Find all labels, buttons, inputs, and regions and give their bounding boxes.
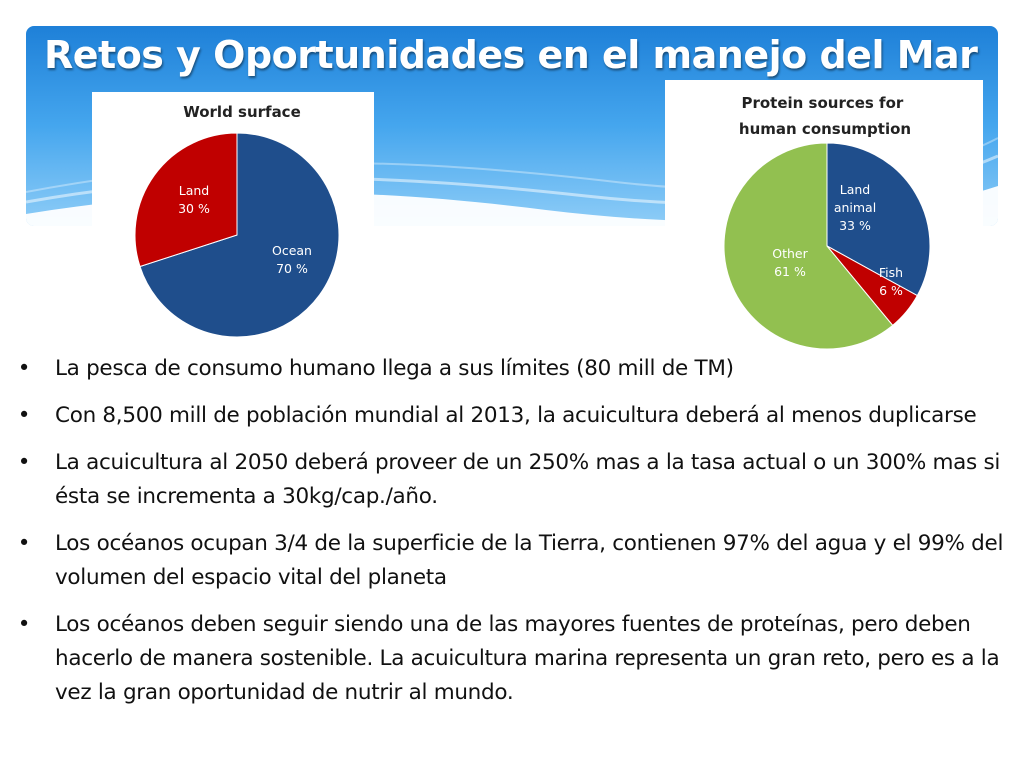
bullet-item: • Los océanos deben seguir siendo una de … xyxy=(14,608,1014,710)
bullet-item: • Los océanos ocupan 3/4 de la superficie… xyxy=(14,527,1014,595)
protein-sources-chart: Protein sources for human consumption La… xyxy=(665,80,983,350)
bullet-text: Los océanos deben seguir siendo una de l… xyxy=(55,612,1000,705)
bullet-text: La acuicultura al 2050 deberá proveer de… xyxy=(55,450,1001,509)
bullet-text: Con 8,500 mill de población mundial al 2… xyxy=(55,403,977,428)
pie-label-other: Other 61 % xyxy=(772,246,808,279)
bullet-icon: • xyxy=(17,612,31,637)
pie-label-ocean: Ocean 70 % xyxy=(272,243,312,276)
pie-slice-land-animal xyxy=(826,142,931,297)
bullet-item: • Con 8,500 mill de población mundial al … xyxy=(14,399,1014,433)
bullet-item: • La pesca de consumo humano llega a sus … xyxy=(14,352,1014,386)
pie-label-fish: Fish 6 % xyxy=(879,265,903,298)
bullet-icon: • xyxy=(17,356,31,381)
chart-title-line-1: Protein sources for xyxy=(741,94,903,112)
bullet-icon: • xyxy=(17,450,31,475)
bullet-icon: • xyxy=(17,403,31,428)
chart-title: Protein sources for human consumption xyxy=(739,94,911,138)
pie-slice-ocean xyxy=(139,132,340,338)
world-surface-chart: World surface Ocean 70 % Land 30 % xyxy=(92,92,374,350)
pie-slice-other xyxy=(723,142,894,350)
pie-label-land-animal: Land animal 33 % xyxy=(834,182,876,233)
bullet-item: • La acuicultura al 2050 deberá proveer d… xyxy=(14,446,1014,514)
chart-title-line-2: human consumption xyxy=(739,120,911,138)
chart-title: World surface xyxy=(183,103,301,121)
pie-slice-land xyxy=(134,132,238,268)
bullet-text: Los océanos ocupan 3/4 de la superficie … xyxy=(55,531,1004,590)
bullet-text: La pesca de consumo humano llega a sus l… xyxy=(55,356,734,381)
pie-label-land: Land 30 % xyxy=(178,183,210,216)
bullet-icon: • xyxy=(17,531,31,556)
bullet-list: • La pesca de consumo humano llega a sus … xyxy=(14,352,1014,723)
slide-title: Retos y Oportunidades en el manejo del M… xyxy=(44,33,978,77)
